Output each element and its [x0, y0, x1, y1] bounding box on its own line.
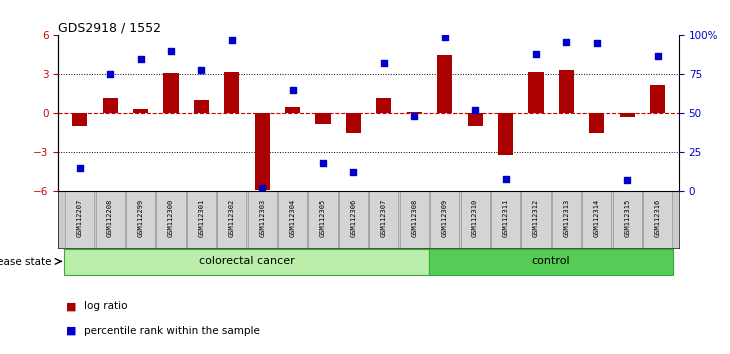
Text: GSM112310: GSM112310 [472, 199, 478, 238]
Bar [218, 191, 247, 248]
Bar [285, 107, 300, 113]
Point [591, 40, 603, 46]
Point [318, 160, 329, 166]
Bar [133, 109, 148, 113]
Text: GDS2918 / 1552: GDS2918 / 1552 [58, 21, 161, 34]
Point [439, 34, 450, 40]
Bar [309, 191, 338, 248]
Bar [429, 249, 673, 275]
Bar [612, 191, 642, 248]
Point [256, 185, 268, 191]
Bar [558, 70, 574, 113]
Point [134, 56, 146, 62]
Text: GSM112207: GSM112207 [77, 199, 82, 238]
Bar [620, 113, 635, 117]
Text: GSM112314: GSM112314 [593, 199, 600, 238]
Bar [583, 191, 612, 248]
Text: GSM112303: GSM112303 [259, 199, 265, 238]
Point [409, 114, 420, 119]
Bar [102, 98, 118, 113]
Text: GSM112306: GSM112306 [350, 199, 356, 238]
Point [561, 39, 572, 45]
Point [652, 53, 664, 58]
Point [469, 107, 481, 113]
Bar [339, 191, 368, 248]
Text: GSM112299: GSM112299 [137, 199, 144, 238]
Point [104, 72, 116, 77]
Bar [529, 72, 544, 113]
Bar [247, 191, 277, 248]
Bar [65, 191, 94, 248]
Bar [467, 113, 483, 126]
Text: GSM112300: GSM112300 [168, 199, 174, 238]
Text: GSM112311: GSM112311 [502, 199, 509, 238]
Bar [187, 191, 216, 248]
Bar [589, 113, 604, 133]
Text: GSM112304: GSM112304 [290, 199, 296, 238]
Text: log ratio: log ratio [84, 301, 128, 311]
Point [378, 61, 390, 66]
Point [530, 51, 542, 57]
Bar [491, 191, 520, 248]
Text: colorectal cancer: colorectal cancer [199, 256, 295, 267]
Text: GSM112316: GSM112316 [655, 199, 661, 238]
Text: GSM112301: GSM112301 [199, 199, 204, 238]
Bar [498, 113, 513, 155]
Bar [650, 85, 665, 113]
Bar [400, 191, 429, 248]
Bar [376, 98, 391, 113]
Text: GSM112305: GSM112305 [320, 199, 326, 238]
Bar [346, 113, 361, 133]
Text: ■: ■ [66, 301, 76, 311]
Bar [64, 249, 429, 275]
Bar [430, 191, 459, 248]
Text: GSM112308: GSM112308 [411, 199, 418, 238]
Bar [72, 113, 88, 126]
Bar [164, 73, 179, 113]
Bar [96, 191, 125, 248]
Bar [278, 191, 307, 248]
Bar [437, 55, 453, 113]
Bar [521, 191, 550, 248]
Point [74, 165, 85, 171]
Text: percentile rank within the sample: percentile rank within the sample [84, 326, 260, 336]
Point [165, 48, 177, 54]
Text: GSM112208: GSM112208 [107, 199, 113, 238]
Point [500, 176, 512, 182]
Text: GSM112309: GSM112309 [442, 199, 447, 238]
Bar [193, 100, 209, 113]
Text: disease state: disease state [0, 257, 51, 267]
Text: GSM112313: GSM112313 [564, 199, 569, 238]
Text: control: control [532, 256, 570, 267]
Point [226, 37, 238, 43]
Bar [369, 191, 399, 248]
Point [621, 177, 633, 183]
Text: ■: ■ [66, 326, 76, 336]
Text: GSM112307: GSM112307 [381, 199, 387, 238]
Point [196, 67, 207, 73]
Point [287, 87, 299, 93]
Bar [255, 113, 270, 190]
Point [347, 170, 359, 175]
Bar [126, 191, 155, 248]
Bar [156, 191, 185, 248]
Bar [315, 113, 331, 124]
Bar [407, 112, 422, 113]
Bar [461, 191, 490, 248]
Text: GSM112315: GSM112315 [624, 199, 630, 238]
Text: GSM112302: GSM112302 [228, 199, 235, 238]
Bar [643, 191, 672, 248]
Bar [224, 72, 239, 113]
Text: GSM112312: GSM112312 [533, 199, 539, 238]
Bar [552, 191, 581, 248]
